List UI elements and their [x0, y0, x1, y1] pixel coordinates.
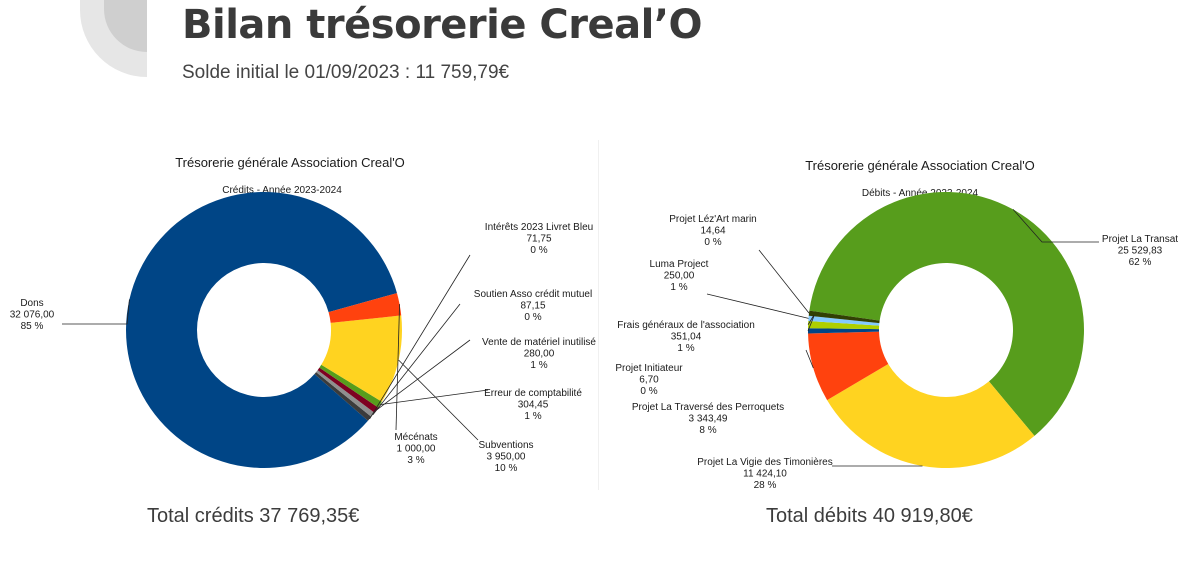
slice-value-soutien-asso-credit-mutuel: 87,15: [520, 301, 545, 312]
slice-pct-luma-project: 1 %: [670, 282, 687, 293]
leader-line-interets-2023-livret-bleu: [369, 254, 471, 419]
slice-projet-lez-art-marin: [808, 310, 880, 324]
slice-frais-generaux-de-l-association: [808, 320, 880, 330]
slice-vente-de-materiel-inutilise: [317, 367, 379, 413]
slice-projet-la-traverse-des-perroquets: [808, 331, 889, 401]
leader-line-mecenats: [395, 304, 400, 431]
slice-pct-vente-de-materiel-inutilise: 1 %: [530, 360, 547, 371]
page-title: Bilan trésorerie Creal’O: [182, 2, 703, 48]
slice-value-projet-la-transat: 25 529,83: [1118, 246, 1163, 257]
credits-chart-subtitle: Crédits - Année 2023-2024: [222, 185, 342, 196]
slice-label-luma-project: Luma Project: [650, 259, 709, 270]
leader-line-luma-project: [706, 293, 809, 319]
slice-value-luma-project: 250,00: [664, 271, 695, 282]
slice-value-projet-la-vigie-des-timonieres: 11 424,10: [743, 469, 787, 480]
credits-chart-title: Trésorerie générale Association Creal'O: [175, 155, 405, 170]
slice-label-mecenats: Mécénats: [394, 432, 437, 443]
slice-value-interets-2023-livret-bleu: 71,75: [526, 234, 551, 245]
leader-line-projet-la-traverse-des-perroquets: [805, 349, 814, 369]
credits-donut-chart: Trésorerie générale Association Creal'O …: [10, 155, 597, 474]
slice-pct-interets-2023-livret-bleu: 0 %: [530, 245, 547, 256]
decorative-quarter-circles: [80, 0, 147, 77]
slice-pct-projet-la-transat: 62 %: [1129, 257, 1152, 268]
slice-mecenats: [328, 293, 402, 323]
slice-pct-projet-la-vigie-des-timonieres: 28 %: [754, 480, 777, 490]
slice-pct-frais-generaux-de-l-association: 1 %: [677, 343, 694, 354]
slice-value-projet-la-traverse-des-perroquets: 3 343,49: [689, 414, 728, 425]
slice-pct-projet-lez-art-marin: 0 %: [704, 237, 721, 248]
slice-value-erreur-de-comptabilite: 304,45: [518, 400, 549, 411]
slice-soutien-asso-credit-mutuel: [316, 370, 375, 417]
slice-pct-dons: 85 %: [21, 321, 44, 332]
leader-line-dons: [62, 299, 130, 325]
leader-line-projet-la-transat: [1012, 209, 1099, 243]
slice-luma-project: [808, 315, 880, 326]
slice-label-vente-de-materiel-inutilise: Vente de matériel inutilisé: [482, 337, 596, 348]
slice-label-soutien-asso-credit-mutuel: Soutien Asso crédit mutuel: [474, 289, 592, 300]
slice-value-mecenats: 1 000,00: [397, 444, 436, 455]
slice-label-projet-lez-art-marin: Projet Léz'Art marin: [669, 214, 757, 225]
credits-chart-panel: Trésorerie générale Association Creal'O …: [0, 140, 599, 490]
slice-label-dons: Dons: [20, 298, 43, 309]
slice-value-vente-de-materiel-inutilise: 280,00: [524, 349, 555, 360]
slice-value-projet-lez-art-marin: 14,64: [700, 226, 725, 237]
leader-line-vente-de-materiel-inutilise: [376, 339, 471, 411]
slice-interets-2023-livret-bleu: [314, 372, 372, 421]
slice-value-frais-generaux-de-l-association: 351,04: [671, 332, 702, 343]
slice-label-subventions: Subventions: [478, 440, 533, 451]
slice-label-frais-generaux-de-l-association: Frais généraux de l'association: [617, 320, 755, 331]
slice-pct-erreur-de-comptabilite: 1 %: [524, 411, 541, 422]
slice-pct-projet-la-traverse-des-perroquets: 8 %: [699, 425, 716, 436]
leader-line-projet-initiateur: [807, 315, 815, 332]
slice-label-interets-2023-livret-bleu: Intérêts 2023 Livret Bleu: [485, 222, 593, 233]
slice-label-erreur-de-comptabilite: Erreur de comptabilité: [484, 388, 582, 399]
slice-dons: [126, 191, 397, 468]
leader-line-projet-lez-art-marin: [758, 249, 810, 314]
slice-value-dons: 32 076,00: [10, 310, 55, 321]
slice-pct-projet-initiateur: 0 %: [640, 386, 657, 397]
slice-projet-initiateur: [808, 328, 880, 334]
leader-line-subventions: [398, 359, 479, 441]
slice-label-projet-la-vigie-des-timonieres: Projet La Vigie des Timonières: [697, 457, 832, 468]
leader-line-erreur-de-comptabilite: [380, 389, 489, 406]
leader-line-frais-generaux-de-l-association: [807, 314, 815, 325]
total-debits: Total débits 40 919,80€: [766, 505, 973, 527]
slice-label-projet-la-traverse-des-perroquets: Projet La Traversé des Perroquets: [632, 402, 784, 413]
slice-erreur-de-comptabilite: [319, 364, 382, 408]
slice-label-projet-initiateur: Projet Initiateur: [615, 363, 683, 374]
slice-pct-subventions: 10 %: [495, 463, 518, 474]
slice-projet-la-vigie-des-timonieres: [827, 364, 1035, 468]
slice-pct-soutien-asso-credit-mutuel: 0 %: [524, 312, 541, 323]
slice-projet-la-transat: [809, 192, 1084, 436]
debits-chart-panel: Trésorerie générale Association Creal'O …: [604, 140, 1191, 491]
debits-donut-chart: Trésorerie générale Association Creal'O …: [615, 158, 1178, 491]
slice-pct-mecenats: 3 %: [407, 455, 424, 466]
total-credits: Total crédits 37 769,35€: [147, 505, 360, 527]
slice-label-projet-la-transat: Projet La Transat: [1102, 234, 1178, 245]
slice-value-subventions: 3 950,00: [487, 452, 526, 463]
initial-balance: Solde initial le 01/09/2023 : 11 759,79€: [182, 62, 510, 83]
slice-value-projet-initiateur: 6,70: [639, 375, 659, 386]
slice-subventions: [321, 315, 402, 402]
debits-chart-subtitle: Débits - Année 2023-2024: [862, 188, 979, 199]
leader-line-soutien-asso-credit-mutuel: [372, 303, 461, 416]
debits-chart-title: Trésorerie générale Association Creal'O: [805, 158, 1035, 173]
